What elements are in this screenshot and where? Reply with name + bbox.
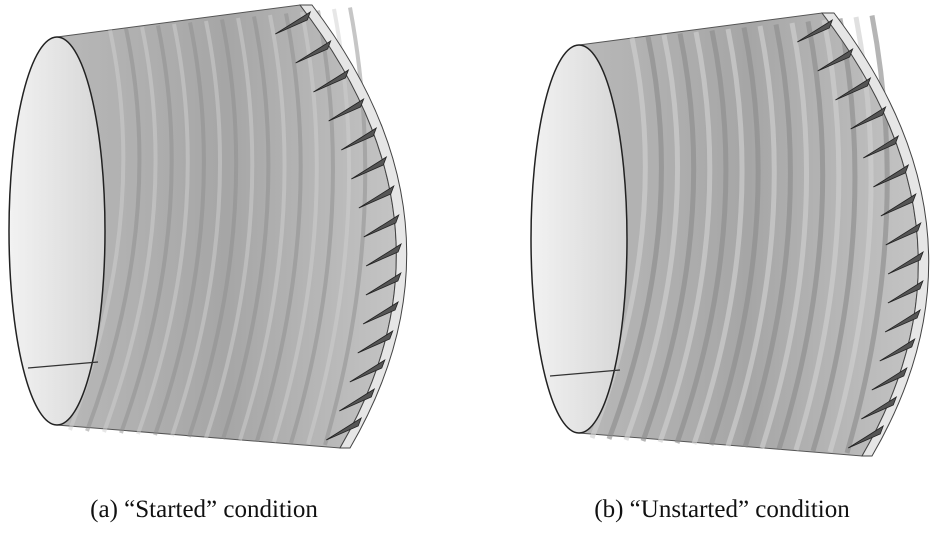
inlet-face xyxy=(531,45,627,433)
caption: (b) “Unstarted” condition xyxy=(594,496,849,524)
figure-images xyxy=(0,0,930,551)
inlet-face xyxy=(9,37,105,425)
caption: (a) “Started” condition xyxy=(90,496,318,524)
render-unstarted xyxy=(531,13,929,456)
figure: (a) “Started” condition (b) “Unstarted” … xyxy=(0,0,930,551)
render-started xyxy=(9,5,407,448)
